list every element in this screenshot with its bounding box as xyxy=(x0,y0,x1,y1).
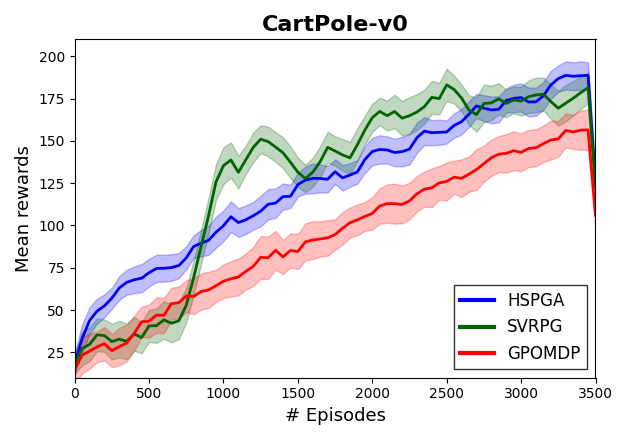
Title: CartPole-v0: CartPole-v0 xyxy=(262,15,408,35)
Legend: HSPGA, SVRPG, GPOMDP: HSPGA, SVRPG, GPOMDP xyxy=(454,286,587,370)
Y-axis label: Mean rewards: Mean rewards xyxy=(15,145,33,272)
X-axis label: # Episodes: # Episodes xyxy=(284,407,386,425)
